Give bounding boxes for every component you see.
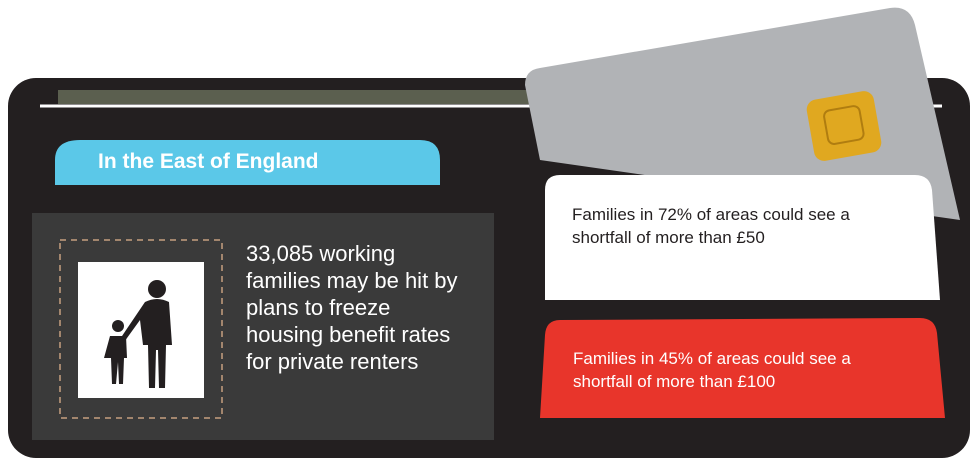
card-chip bbox=[805, 90, 883, 163]
white-card-text: Families in 72% of areas could see a sho… bbox=[572, 203, 872, 249]
main-text: 33,085 working families may be hit by pl… bbox=[246, 240, 471, 375]
red-card-text: Families in 45% of areas could see a sho… bbox=[573, 347, 903, 393]
heading: In the East of England bbox=[98, 150, 319, 174]
icon-bg bbox=[78, 262, 204, 398]
infographic: In the East of England 33,085 working fa… bbox=[0, 0, 970, 459]
